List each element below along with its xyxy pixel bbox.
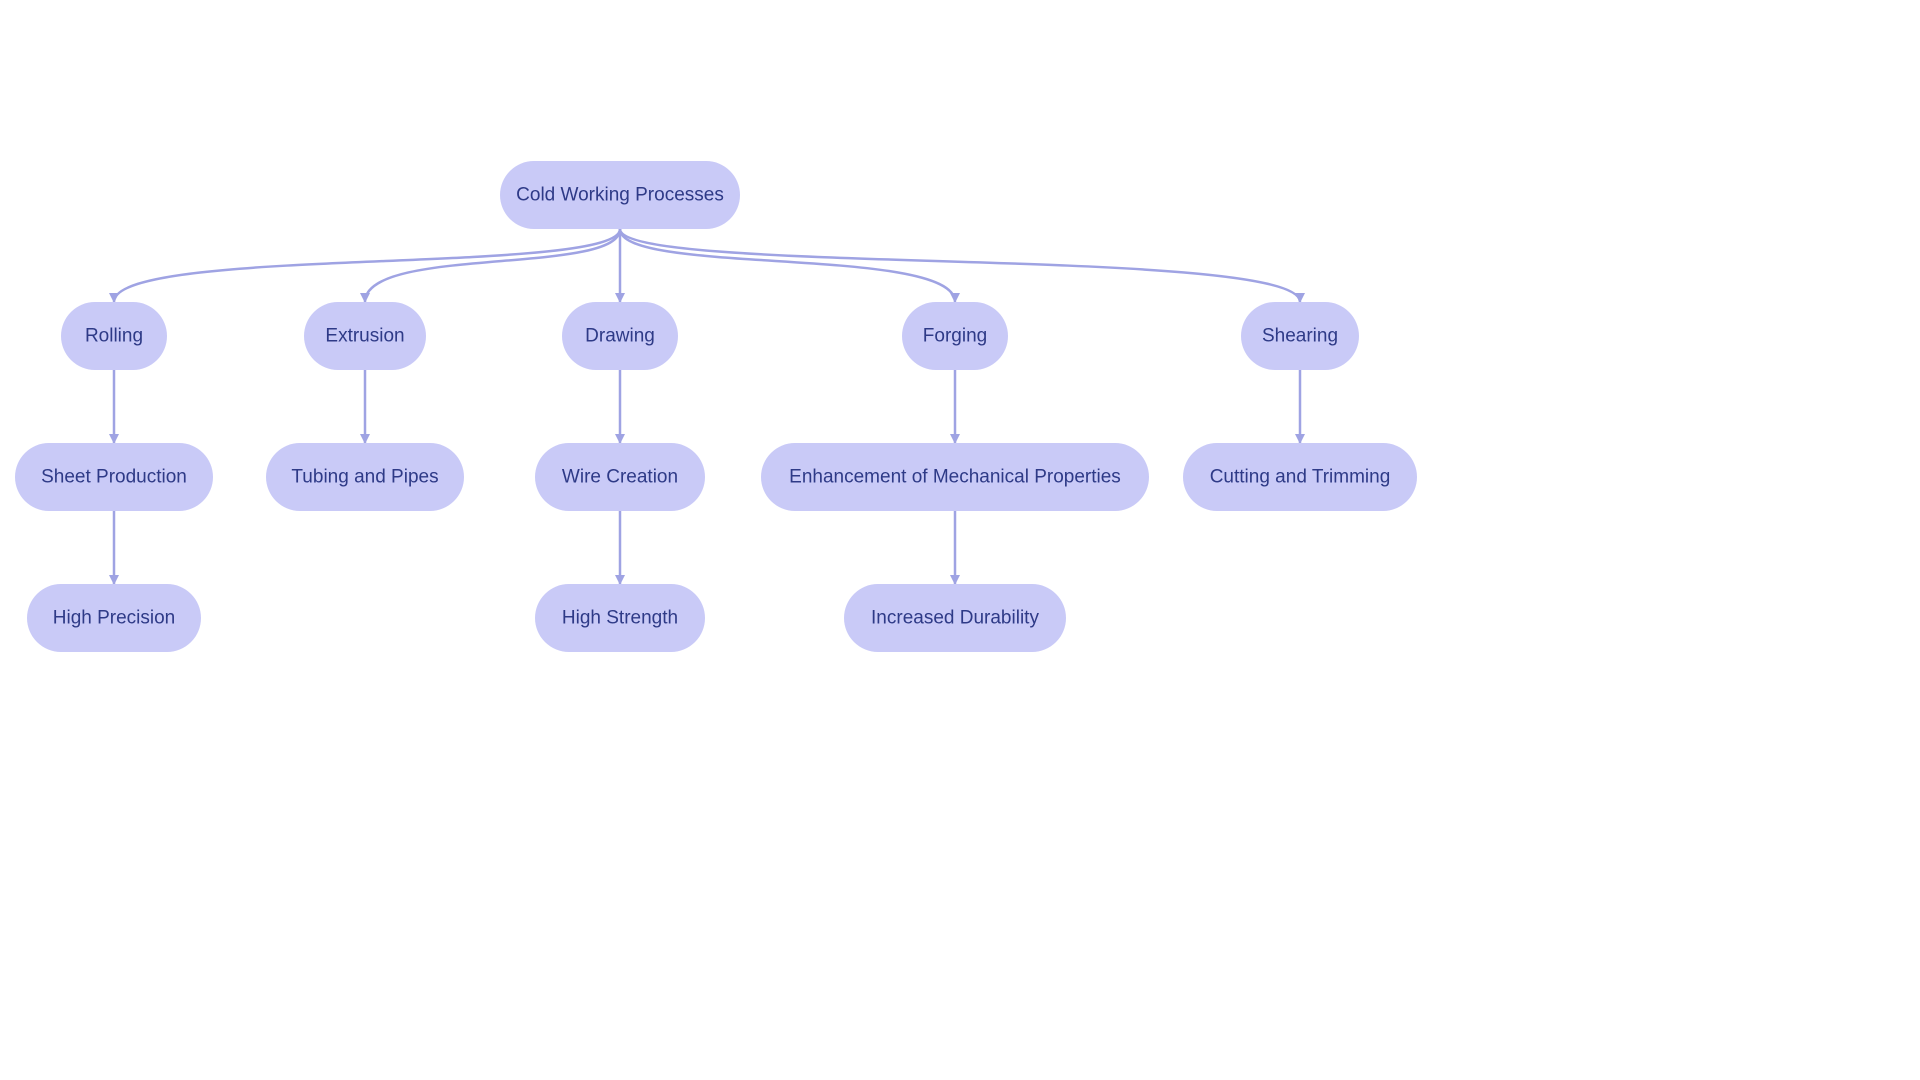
node-label: Cutting and Trimming [1210,467,1391,488]
node-label: Shearing [1262,326,1338,347]
node-cutting: Cutting and Trimming [1183,443,1417,511]
node-label: Drawing [585,326,655,347]
node-label: Extrusion [325,326,404,347]
node-wire: Wire Creation [535,443,705,511]
node-precision: High Precision [27,584,201,652]
node-label: Increased Durability [871,608,1039,629]
node-label: Enhancement of Mechanical Properties [789,467,1121,488]
nodes-layer: Cold Working Processes Rolling Extrusion Dr… [15,161,1417,652]
node-label: Forging [923,326,987,347]
edge [620,229,1300,302]
node-label: High Precision [53,608,176,629]
node-rolling: Rolling [61,302,167,370]
node-sheet: Sheet Production [15,443,213,511]
node-shearing: Shearing [1241,302,1359,370]
flowchart: Cold Working Processes Rolling Extrusion Dr… [0,0,1920,1080]
edge [365,229,620,302]
edge [114,229,620,302]
edges-layer [114,229,1300,584]
node-label: Wire Creation [562,467,678,488]
edge [620,229,955,302]
node-enhance: Enhancement of Mechanical Properties [761,443,1149,511]
node-strength: High Strength [535,584,705,652]
node-durable: Increased Durability [844,584,1066,652]
node-label: Sheet Production [41,467,187,488]
node-forging: Forging [902,302,1008,370]
node-drawing: Drawing [562,302,678,370]
node-label: Tubing and Pipes [291,467,438,488]
node-label: High Strength [562,608,678,629]
node-root: Cold Working Processes [500,161,740,229]
node-label: Rolling [85,326,143,347]
node-extrusion: Extrusion [304,302,426,370]
node-label: Cold Working Processes [516,185,724,206]
node-tubing: Tubing and Pipes [266,443,464,511]
